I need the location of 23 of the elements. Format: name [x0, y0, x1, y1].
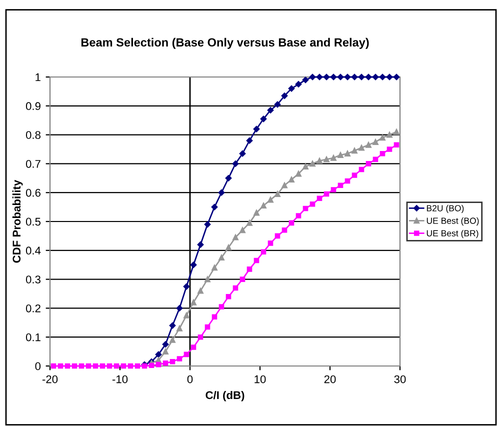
legend-label: UE Best (BR) — [426, 230, 478, 238]
legend-label: UE Best (BO) — [426, 217, 479, 226]
x-tick-label: -20 — [42, 375, 58, 384]
legend-label: B2U (BO) — [426, 204, 464, 214]
y-axis-title: CDF Probability — [12, 180, 23, 263]
y-tick-label: 0.8 — [26, 131, 40, 139]
y-tick-label: 0.9 — [26, 102, 40, 110]
x-axis-title: C/I (dB) — [206, 390, 244, 402]
y-tick-label: 0.4 — [26, 246, 41, 255]
y-tick-label: 0 — [35, 362, 41, 370]
chart-title: Beam Selection (Base Only versus Base and Relay) — [81, 38, 369, 49]
y-tick-label: 0.2 — [26, 304, 40, 312]
y-tick-label: 0.1 — [26, 333, 40, 342]
y-tick-label: 0.6 — [26, 188, 40, 197]
x-tick-label: 30 — [394, 375, 406, 384]
y-tick-label: 0.3 — [26, 276, 40, 284]
x-tick-label: 20 — [324, 375, 336, 384]
y-tick-label: 0.7 — [26, 160, 40, 168]
x-tick-label: 10 — [254, 375, 266, 384]
y-tick-label: 1 — [36, 73, 40, 82]
y-tick-label: 0.5 — [26, 218, 41, 226]
x-tick-label: 0 — [187, 375, 193, 384]
x-tick-label: -10 — [112, 375, 128, 384]
